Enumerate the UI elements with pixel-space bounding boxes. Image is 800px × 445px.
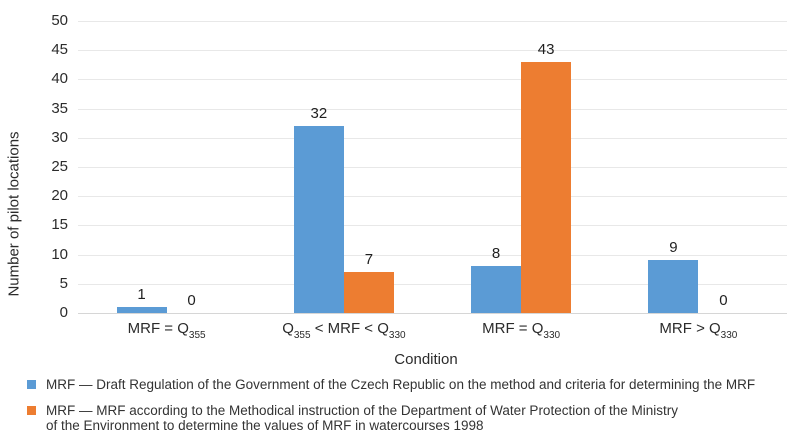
gridline-10 <box>78 254 787 256</box>
bar-value-label: 9 <box>669 239 678 257</box>
y-tick-label: 15 <box>51 216 68 234</box>
legend-swatch-icon <box>27 406 36 415</box>
subscript: 330 <box>720 330 738 341</box>
bar-blue-cat2 <box>293 126 344 313</box>
y-tick-label: 40 <box>51 70 68 88</box>
x-category-label: MRF = Q355 <box>127 320 206 341</box>
gridline-30 <box>78 137 787 139</box>
bar-value-label: 7 <box>364 251 374 269</box>
x-axis-title: Condition <box>394 351 458 368</box>
legend-label: MRF — Draft Regulation of the Government… <box>46 377 756 392</box>
subscript: 330 <box>388 330 406 341</box>
bar-blue-cat3 <box>471 266 522 313</box>
subscript: 355 <box>293 330 311 341</box>
gridline-40 <box>78 79 787 81</box>
bar-value-label: 43 <box>537 40 555 58</box>
x-category-label: Q355 < MRF < Q330 <box>282 320 406 341</box>
legend-label: MRF — MRF according to the Methodical in… <box>46 403 678 433</box>
y-tick-label: 30 <box>51 128 68 146</box>
x-category-label: MRF > Q330 <box>659 320 738 341</box>
bar-blue-cat4 <box>648 260 699 313</box>
bar-value-label: 0 <box>719 292 728 309</box>
x-category-label: MRF = Q330 <box>482 320 561 341</box>
y-tick-label: 45 <box>51 41 68 59</box>
bar-value-label: 8 <box>491 245 501 263</box>
bar-orange-cat2 <box>343 272 394 313</box>
gridline-5 <box>78 283 787 285</box>
y-tick-label: 25 <box>51 158 68 175</box>
y-tick-label: 10 <box>51 245 68 263</box>
gridline-20 <box>78 196 787 198</box>
bar-value-label: 1 <box>137 286 146 304</box>
y-tick-label: 20 <box>51 187 68 205</box>
y-tick-label: 50 <box>51 12 68 29</box>
legend-item-1: MRF — Draft Regulation of the Government… <box>27 377 755 392</box>
legend: MRF — Draft Regulation of the Government… <box>27 377 755 433</box>
bar-orange-cat3 <box>521 61 572 313</box>
y-tick-label: 0 <box>59 304 68 321</box>
gridline-25 <box>78 167 787 168</box>
bar-value-label: 32 <box>310 105 328 123</box>
gridline-50 <box>78 21 787 22</box>
y-tick-label: 35 <box>51 99 68 117</box>
y-tick-label: 5 <box>59 274 68 292</box>
bar-blue-cat1 <box>116 307 167 313</box>
gridline-35 <box>78 108 787 110</box>
subscript: 355 <box>188 330 206 341</box>
gridline-45 <box>78 50 787 52</box>
legend-item-2: MRF — MRF according to the Methodical in… <box>27 403 755 433</box>
x-axis-line <box>78 313 787 314</box>
subscript: 330 <box>543 330 561 341</box>
bar-value-label: 0 <box>187 292 196 309</box>
legend-swatch-icon <box>27 380 36 389</box>
gridline-15 <box>78 225 787 227</box>
